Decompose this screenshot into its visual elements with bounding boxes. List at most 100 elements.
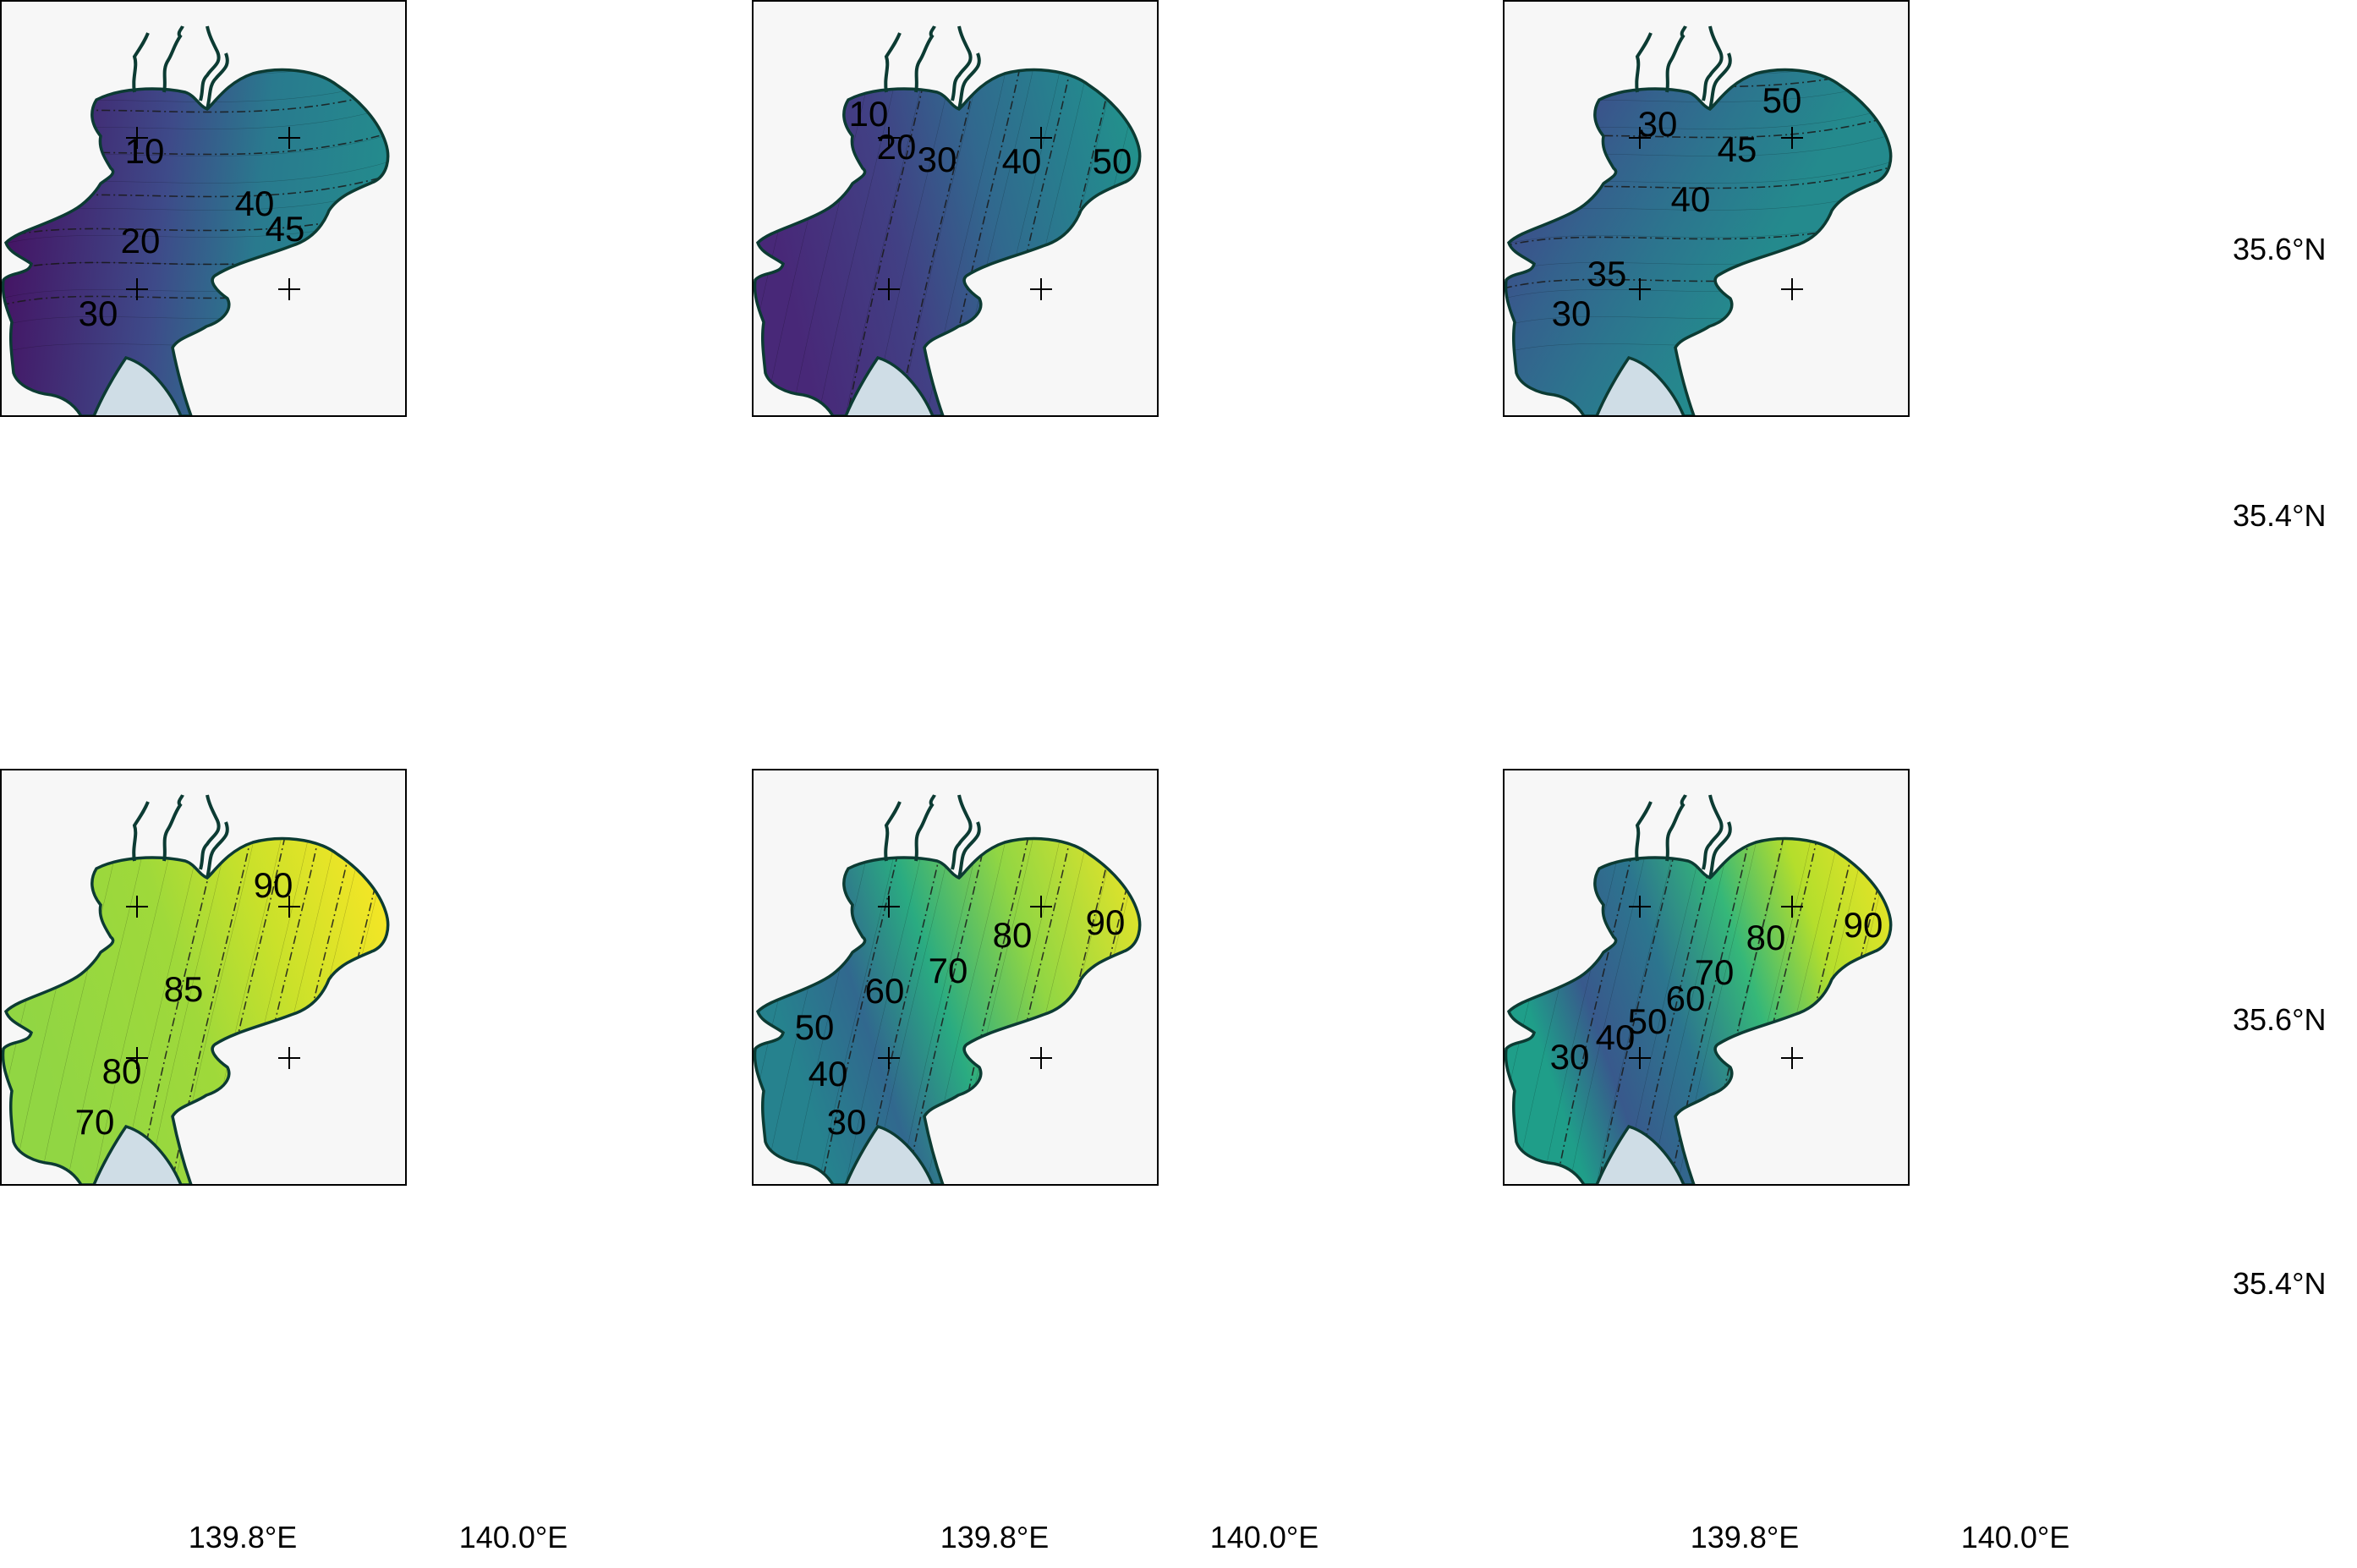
- contour-label: 85: [164, 969, 204, 1009]
- lat-label-35.6-top: 35.6°N: [2233, 232, 2326, 266]
- graticule-cross: [878, 1047, 900, 1069]
- contour-label: 45: [266, 209, 305, 249]
- bay-fill: [1505, 69, 1891, 416]
- river: [1708, 821, 1732, 879]
- river: [199, 25, 221, 101]
- coastline: [753, 836, 1142, 1185]
- contour-label: 70: [1695, 952, 1735, 992]
- panel-frame: [0, 0, 407, 417]
- contour-line: [896, 69, 982, 416]
- contour-line: [946, 838, 1033, 1185]
- contour-line: [237, 838, 323, 1185]
- bay-fill: [3, 838, 388, 1185]
- lat-label-35.4-bottom: 35.4°N: [2233, 1266, 2326, 1301]
- contour-line: [845, 69, 931, 416]
- river: [1708, 52, 1732, 110]
- river: [884, 32, 902, 93]
- contour-label: 70: [929, 951, 968, 990]
- minor-contour: [843, 838, 929, 1185]
- contour-lines: [754, 69, 1140, 416]
- contour-line: [271, 838, 357, 1185]
- contour-label: 20: [121, 221, 161, 260]
- river: [957, 52, 981, 110]
- graticule-cross: [1030, 127, 1052, 149]
- bay-fill: [754, 838, 1140, 1185]
- graticule-cross: [126, 127, 148, 149]
- contour-label: 60: [865, 971, 905, 1011]
- river: [1665, 25, 1687, 93]
- contour-label: 90: [1086, 902, 1126, 942]
- river: [957, 821, 981, 879]
- river: [951, 25, 973, 101]
- river: [132, 32, 150, 93]
- contour-label: 80: [1746, 918, 1786, 957]
- contour-label: 45: [1718, 129, 1757, 169]
- contour-label: 50: [1093, 141, 1132, 181]
- contour-label: 70: [75, 1102, 115, 1142]
- graticule-cross: [1629, 896, 1651, 918]
- contour-line: [3, 127, 388, 162]
- minor-contour: [843, 69, 929, 416]
- river: [1702, 25, 1724, 101]
- graticule-cross: [878, 127, 900, 149]
- graticule-cross: [1030, 896, 1052, 918]
- lon-label-139.8-col1: 139.8°E: [189, 1520, 298, 1554]
- graticule-cross: [1781, 1047, 1803, 1069]
- contour-label: 20: [877, 127, 917, 167]
- contour-label: 40: [1002, 141, 1042, 181]
- river: [162, 794, 184, 862]
- contour-label: 40: [1596, 1017, 1636, 1057]
- contour-label: 40: [235, 184, 275, 223]
- panel-frame: [1503, 769, 1910, 1186]
- minor-contour: [91, 838, 178, 1185]
- minor-contour: [1567, 838, 1653, 1185]
- contour-label: 30: [1552, 293, 1592, 333]
- contour-label: 30: [918, 140, 957, 179]
- contour-line: [1735, 838, 1822, 1185]
- graticule-cross: [1781, 896, 1803, 918]
- lon-label-140.0-col3: 140.0°E: [1961, 1520, 2070, 1554]
- map-panel-r2c1: 90 85 80 70: [0, 769, 407, 1186]
- contour-label: 80: [102, 1051, 142, 1091]
- contour-line: [1773, 838, 1860, 1185]
- river: [914, 794, 936, 862]
- contour-label: 50: [795, 1007, 835, 1047]
- panel-frame: [752, 0, 1159, 417]
- river: [206, 821, 229, 879]
- contour-line: [3, 169, 388, 205]
- contour-label: 10: [849, 94, 889, 134]
- graticule-cross: [878, 896, 900, 918]
- lon-label-139.8-col2: 139.8°E: [940, 1520, 1050, 1554]
- coastline: [1, 836, 390, 1185]
- graticule-cross: [1030, 278, 1052, 300]
- coastline: [1504, 836, 1893, 1185]
- graticule-cross: [278, 278, 300, 300]
- contour-line: [989, 69, 1075, 416]
- contour-label: 30: [827, 1102, 867, 1142]
- contour-label: 10: [125, 131, 165, 171]
- contour-line: [1554, 838, 1640, 1185]
- minor-contour: [816, 838, 902, 1185]
- graticule-cross: [1781, 127, 1803, 149]
- contour-label: 80: [993, 915, 1033, 955]
- graticule-cross: [1629, 127, 1651, 149]
- graticule-cross: [1781, 278, 1803, 300]
- contour-label: 60: [1666, 979, 1706, 1018]
- river: [199, 794, 221, 870]
- axis-labels: 35.6°N 35.4°N 35.6°N 35.4°N 139.8°E 140.…: [189, 232, 2327, 1554]
- contour-line: [989, 838, 1075, 1185]
- minor-contour: [64, 838, 151, 1185]
- graticule-cross: [1629, 1047, 1651, 1069]
- contour-label: 90: [254, 865, 293, 905]
- contour-line: [1596, 838, 1682, 1185]
- contour-label: 30: [1638, 104, 1678, 144]
- contour-label: 40: [809, 1054, 848, 1094]
- river: [1635, 32, 1653, 93]
- bay-fill: [1505, 838, 1891, 1185]
- contour-line: [203, 838, 289, 1185]
